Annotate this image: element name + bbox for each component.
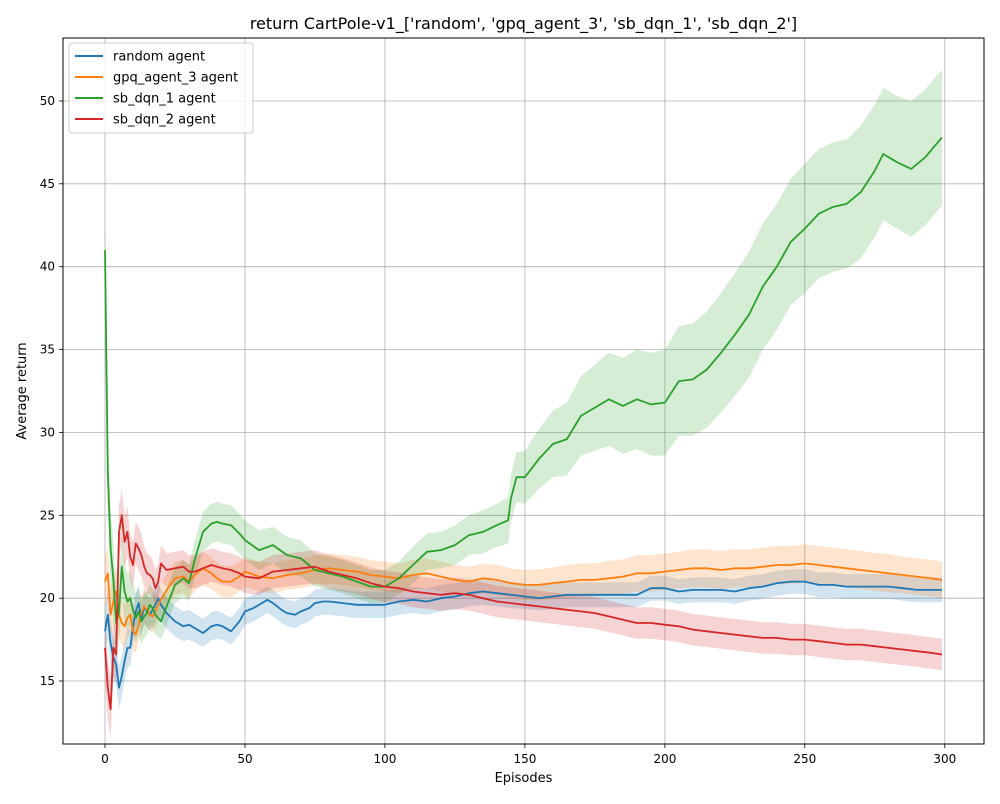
x-tick-label: 150 [513,752,536,766]
series-line-gpq-agent-3 [104,562,943,636]
band-gpq-agent-3 [105,544,942,653]
y-tick-label: 40 [40,260,55,274]
legend-label-sb-dqn-1: sb_dqn_1 agent [113,92,216,107]
legend: random agent gpq_agent_3 agent sb_dqn_1 ag… [68,42,254,134]
y-tick-label: 50 [40,94,55,108]
x-tick-label: 100 [373,752,396,766]
legend-box [68,42,254,134]
band-sb-dqn-2 [105,488,942,739]
band-sb-dqn-1 [105,69,942,658]
chart-title: return CartPole-v1_['random', 'gpq_agent… [250,14,797,34]
legend-label-random: random agent [113,50,205,65]
x-tick-label: 250 [793,752,816,766]
x-tick-label: 300 [933,752,956,766]
series-lines [104,136,943,711]
legend-label-sb-dqn-2: sb_dqn_2 agent [113,113,216,128]
y-tick-label: 30 [40,425,55,439]
x-axis-ticks: 0 50 100 150 200 250 300 [101,744,956,766]
y-tick-label: 35 [40,343,55,357]
plot-frame [62,37,985,745]
y-tick-label: 20 [40,591,55,605]
y-tick-label: 25 [40,508,55,522]
x-tick-label: 200 [653,752,676,766]
y-tick-label: 15 [40,674,55,688]
legend-label-gpq-agent-3: gpq_agent_3 agent [113,71,238,86]
series-line-sb-dqn-2 [104,514,943,711]
x-tick-label: 0 [101,752,109,766]
grid [63,38,984,744]
x-tick-label: 50 [237,752,252,766]
y-tick-label: 45 [40,177,55,191]
y-axis-ticks: 15 20 25 30 35 40 45 50 [40,94,63,688]
x-axis-label: Episodes [495,771,553,786]
y-axis-label: Average return [15,342,30,439]
